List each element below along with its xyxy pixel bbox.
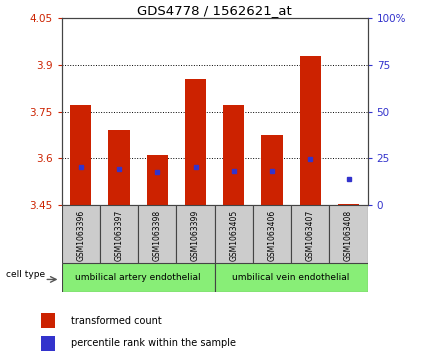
Bar: [291, 205, 329, 263]
Bar: [261, 135, 283, 205]
Bar: [185, 79, 206, 205]
Bar: [42, 313, 55, 329]
Bar: [215, 205, 253, 263]
Bar: [147, 155, 168, 205]
Title: GDS4778 / 1562621_at: GDS4778 / 1562621_at: [137, 4, 292, 17]
Bar: [70, 105, 91, 205]
Bar: [329, 205, 368, 263]
Text: GSM1063405: GSM1063405: [229, 210, 238, 261]
Bar: [42, 336, 55, 351]
Bar: [223, 105, 244, 205]
Text: GSM1063408: GSM1063408: [344, 210, 353, 261]
Bar: [215, 263, 368, 292]
Text: GSM1063406: GSM1063406: [267, 210, 277, 261]
Bar: [338, 204, 359, 205]
Bar: [300, 56, 321, 205]
Text: umbilical artery endothelial: umbilical artery endothelial: [75, 273, 201, 282]
Text: transformed count: transformed count: [71, 316, 162, 326]
Bar: [138, 205, 176, 263]
Text: cell type: cell type: [6, 270, 45, 279]
Text: GSM1063397: GSM1063397: [114, 210, 124, 261]
Text: GSM1063396: GSM1063396: [76, 210, 85, 261]
Text: umbilical vein endothelial: umbilical vein endothelial: [232, 273, 350, 282]
Bar: [253, 205, 291, 263]
Bar: [62, 205, 100, 263]
Bar: [176, 205, 215, 263]
Text: GSM1063398: GSM1063398: [153, 210, 162, 261]
Bar: [100, 205, 138, 263]
Bar: [62, 263, 215, 292]
Bar: [108, 130, 130, 205]
Text: GSM1063407: GSM1063407: [306, 210, 315, 261]
Text: GSM1063399: GSM1063399: [191, 210, 200, 261]
Text: percentile rank within the sample: percentile rank within the sample: [71, 338, 236, 348]
